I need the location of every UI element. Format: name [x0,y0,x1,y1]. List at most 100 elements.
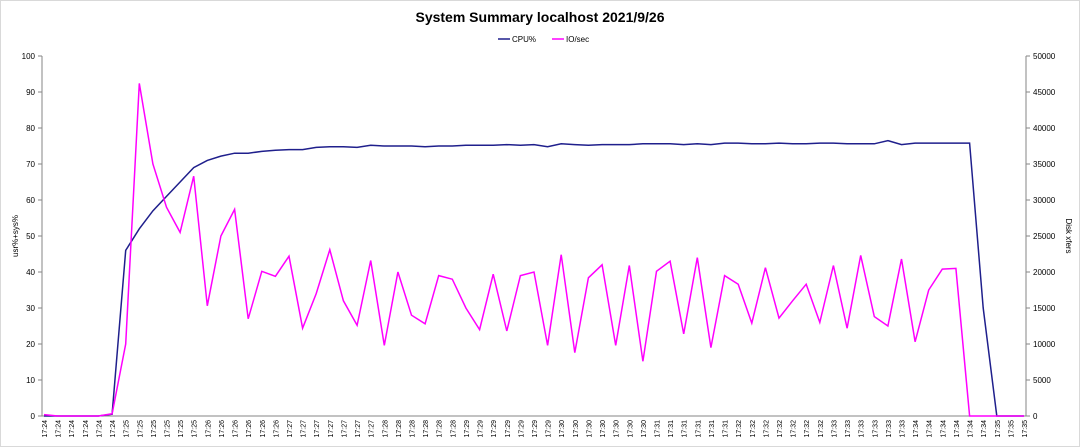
x-tick-label: 17:33 [845,420,852,438]
y2-tick-label: 40000 [1033,124,1056,133]
x-tick-label: 17:27 [301,420,308,438]
x-tick-label: 17:33 [900,420,907,438]
x-tick-label: 17:28 [382,420,389,438]
x-tick-label: 17:25 [124,420,131,438]
x-tick-label: 17:31 [709,420,716,438]
y2-tick-label: 50000 [1033,52,1056,61]
x-tick-label: 17:24 [110,420,117,438]
x-tick-label: 17:31 [695,420,702,438]
y-tick-label: 80 [26,124,35,133]
x-tick-label: 17:29 [518,420,525,438]
x-tick-label: 17:30 [627,420,634,438]
y-tick-label: 60 [26,196,35,205]
x-tick-label: 17:26 [260,420,267,438]
x-tick-label: 17:34 [981,420,988,438]
x-tick-label: 17:34 [968,420,975,438]
x-tick-label: 17:24 [42,420,49,438]
y-axis-label: usr%+sys% [11,215,20,257]
x-tick-label: 17:24 [56,420,63,438]
y2-tick-label: 0 [1033,412,1038,421]
y-tick-label: 30 [26,304,35,313]
x-tick-label: 17:28 [410,420,417,438]
x-tick-label: 17:27 [355,420,362,438]
x-tick-label: 17:28 [437,420,444,438]
x-tick-label: 17:32 [777,420,784,438]
x-tick-label: 17:30 [614,420,621,438]
x-tick-label: 17:29 [464,420,471,438]
x-tick-label: 17:34 [940,420,947,438]
x-tick-label: 17:27 [369,420,376,438]
y-tick-label: 10 [26,376,35,385]
x-tick-label: 17:29 [491,420,498,438]
x-tick-label: 17:30 [559,420,566,438]
x-tick-label: 17:29 [546,420,553,438]
x-tick-label: 17:30 [641,420,648,438]
x-tick-label: 17:25 [151,420,158,438]
x-tick-label: 17:32 [791,420,798,438]
x-tick-label: 17:30 [600,420,607,438]
x-tick-label: 17:24 [96,420,103,438]
x-tick-label: 17:35 [995,420,1002,438]
y2-tick-label: 5000 [1033,376,1051,385]
series-line [44,139,1024,417]
x-tick-label: 17:27 [328,420,335,438]
x-tick-label: 17:28 [423,420,430,438]
x-tick-label: 17:33 [859,420,866,438]
legend-label: CPU% [512,35,536,44]
x-tick-label: 17:29 [505,420,512,438]
x-tick-label: 17:24 [83,420,90,438]
x-tick-label: 17:25 [165,420,172,438]
x-tick-label: 17:31 [682,420,689,438]
y-tick-label: 100 [22,52,36,61]
x-tick-label: 17:35 [1022,420,1029,438]
x-tick-label: 17:31 [723,420,730,438]
x-tick-label: 17:34 [927,420,934,438]
y-tick-label: 40 [26,268,35,277]
x-tick-label: 17:28 [450,420,457,438]
y-tick-label: 70 [26,160,35,169]
x-tick-label: 17:32 [750,420,757,438]
x-tick-label: 17:25 [178,420,185,438]
legend-label: IO/sec [566,35,589,44]
x-tick-label: 17:33 [886,420,893,438]
x-tick-label: 17:26 [205,420,212,438]
x-tick-label: 17:27 [314,420,321,438]
y-tick-label: 50 [26,232,35,241]
x-tick-label: 17:26 [246,420,253,438]
x-tick-label: 17:27 [341,420,348,438]
x-tick-label: 17:26 [233,420,240,438]
x-tick-label: 17:35 [1008,420,1015,438]
y2-tick-label: 20000 [1033,268,1056,277]
series-line [43,83,1024,417]
y2-tick-label: 35000 [1033,160,1056,169]
x-tick-label: 17:24 [69,420,76,438]
y2-tick-label: 25000 [1033,232,1056,241]
x-tick-label: 17:31 [655,420,662,438]
y2-tick-label: 10000 [1033,340,1056,349]
x-tick-label: 17:26 [219,420,226,438]
x-tick-label: 17:26 [273,420,280,438]
y-tick-label: 90 [26,88,35,97]
chart-title: System Summary localhost 2021/9/26 [415,9,664,25]
y2-tick-label: 45000 [1033,88,1056,97]
x-tick-label: 17:31 [668,420,675,438]
y2-axis-label: Disk xfers [1064,218,1073,253]
x-tick-label: 17:34 [954,420,961,438]
x-tick-label: 17:32 [763,420,770,438]
x-tick-label: 17:33 [831,420,838,438]
x-tick-label: 17:32 [736,420,743,438]
x-tick-label: 17:25 [137,420,144,438]
x-tick-label: 17:34 [913,420,920,438]
y-tick-label: 0 [31,412,36,421]
x-tick-label: 17:30 [586,420,593,438]
x-tick-label: 17:32 [804,420,811,438]
x-tick-label: 17:29 [532,420,539,438]
y2-tick-label: 30000 [1033,196,1056,205]
y-tick-label: 20 [26,340,35,349]
x-tick-label: 17:33 [872,420,879,438]
y2-tick-label: 15000 [1033,304,1056,313]
x-tick-label: 17:27 [287,420,294,438]
x-tick-label: 17:29 [478,420,485,438]
